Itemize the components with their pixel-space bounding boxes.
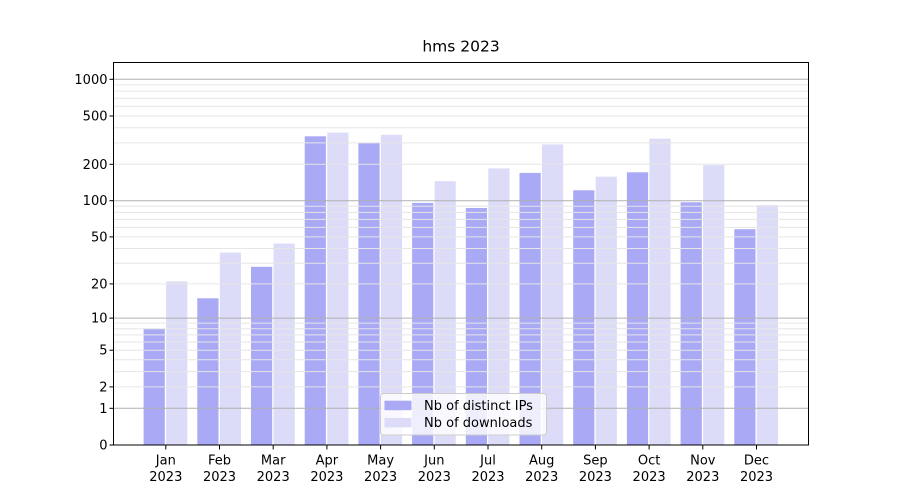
y-tick-label: 2 — [99, 380, 107, 395]
bar-distinct-ips — [626, 172, 649, 446]
x-tick-label: Jul 2023 — [471, 454, 504, 486]
legend-label-distinct-ips: Nb of distinct IPs — [424, 399, 533, 414]
plot-spine — [113, 62, 809, 446]
x-tick-label: May 2023 — [364, 454, 397, 486]
bar-downloads — [756, 205, 778, 445]
bar-downloads — [434, 181, 456, 445]
y-tick-label: 200 — [83, 158, 108, 173]
y-tick-label: 1000 — [74, 73, 107, 88]
x-tick-label: Sep 2023 — [579, 454, 612, 486]
legend-box — [380, 393, 547, 436]
legend-swatch-downloads — [384, 417, 412, 428]
bar-downloads — [488, 168, 510, 445]
bar-downloads — [595, 176, 617, 445]
bar-downloads — [166, 281, 188, 445]
y-tick-label: 100 — [83, 194, 108, 209]
y-tick-label: 5 — [99, 344, 107, 359]
x-tick-label: Feb 2023 — [203, 454, 236, 486]
y-tick-label: 50 — [91, 230, 108, 245]
legend-label-downloads: Nb of downloads — [424, 416, 533, 431]
x-tick-label: Jan 2023 — [149, 454, 182, 486]
bar-distinct-ips — [465, 208, 487, 445]
bar-downloads — [219, 252, 241, 445]
bar-downloads — [703, 165, 725, 445]
x-tick-label: Nov 2023 — [686, 454, 719, 486]
y-tick-label: 1 — [99, 402, 107, 417]
y-tick-label: 20 — [91, 277, 108, 292]
x-tick-label: Dec 2023 — [740, 454, 773, 486]
x-tick-label: Apr 2023 — [310, 454, 343, 486]
bar-distinct-ips — [519, 172, 541, 445]
bar-distinct-ips — [358, 142, 380, 445]
x-tick-label: Oct 2023 — [633, 454, 666, 486]
x-tick-label: Jun 2023 — [418, 454, 451, 486]
bar-distinct-ips — [734, 229, 756, 445]
bar-distinct-ips — [251, 266, 273, 445]
bar-distinct-ips — [304, 136, 326, 446]
y-tick-label: 500 — [83, 110, 108, 125]
bar-downloads — [649, 138, 671, 445]
bar-downloads — [273, 243, 295, 445]
y-tick-label: 0 — [99, 439, 107, 454]
legend-swatch-distinct-ips — [384, 400, 412, 411]
y-tick-label: 10 — [91, 312, 108, 327]
bar-downloads — [327, 132, 349, 445]
x-tick-label: Mar 2023 — [257, 454, 290, 486]
chart-title: hms 2023 — [422, 38, 499, 56]
x-tick-label: Aug 2023 — [525, 454, 558, 486]
